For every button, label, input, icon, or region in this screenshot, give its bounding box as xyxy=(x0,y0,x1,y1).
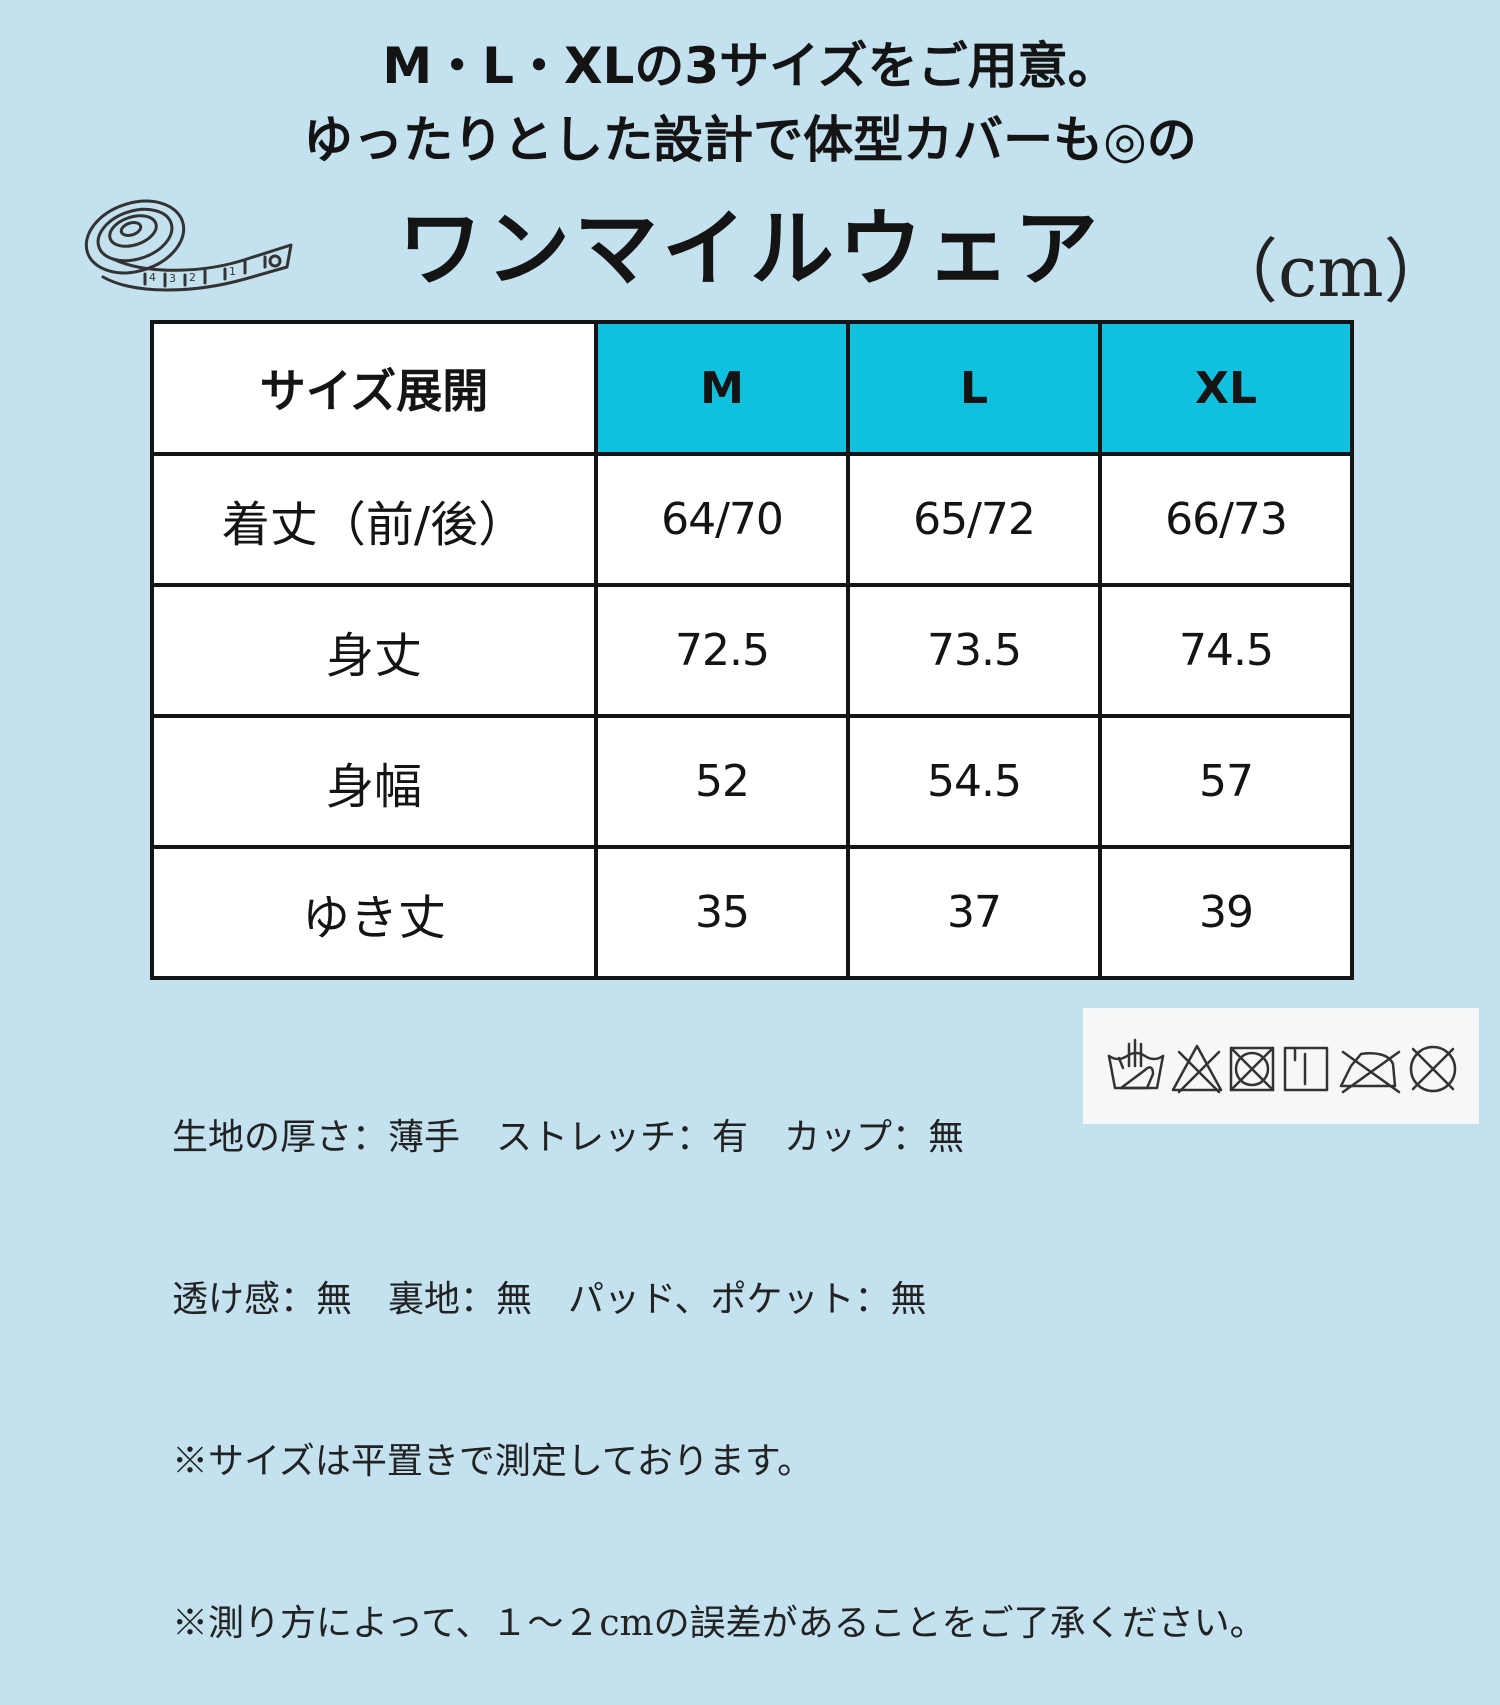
no-dry-clean-icon xyxy=(1409,1045,1457,1093)
svg-text:1: 1 xyxy=(229,265,236,278)
table-cell: 72.5 xyxy=(594,583,850,718)
size-range-label: サイズ展開 xyxy=(150,320,598,456)
row-label-length: 着丈（前/後） xyxy=(150,452,598,587)
table-cell: 39 xyxy=(1098,845,1354,980)
table-cell: 37 xyxy=(846,845,1102,980)
no-tumble-dry-icon xyxy=(1229,1046,1275,1092)
table-row: 着丈（前/後） 64/70 65/72 66/73 xyxy=(150,452,1354,587)
table-cell: 74.5 xyxy=(1098,583,1354,718)
headline-line-2: ゆったりとした設計で体型カバーも◎の xyxy=(303,111,1197,169)
table-cell: 54.5 xyxy=(846,714,1102,849)
note-line: 生地の厚さ：薄手 ストレッチ：有 カップ：無 xyxy=(172,1117,965,1158)
hand-wash-icon xyxy=(1107,1038,1165,1090)
table-cell: 65/72 xyxy=(846,452,1102,587)
table-row: 身幅 52 54.5 57 xyxy=(150,714,1354,849)
care-symbols xyxy=(1083,1008,1479,1124)
table-cell: 64/70 xyxy=(594,452,850,587)
headline-line-1: M・L・XLの3サイズをご用意。 xyxy=(382,37,1118,95)
unit-label: （cm） xyxy=(1208,231,1454,313)
no-bleach-icon xyxy=(1171,1044,1223,1094)
no-iron-icon xyxy=(1339,1050,1401,1094)
table-row: 身丈 72.5 73.5 74.5 xyxy=(150,583,1354,718)
product-title: ワンマイルウェア xyxy=(397,200,1102,298)
note-line: ※測り方によって、１～２cmの誤差があることをご了承ください。 xyxy=(172,1603,1266,1644)
table-cell: 35 xyxy=(594,845,850,980)
svg-text:2: 2 xyxy=(189,271,196,284)
note-line: ※サイズは平置きで測定しております。 xyxy=(172,1441,814,1482)
size-chart-table: サイズ展開 M L XL 着丈（前/後） 64/70 65/72 66/73 身… xyxy=(150,320,1354,980)
note-line: 透け感：無 裏地：無 パッド、ポケット：無 xyxy=(172,1279,927,1320)
table-cell: 57 xyxy=(1098,714,1354,849)
table-cell: 73.5 xyxy=(846,583,1102,718)
table-row: ゆき丈 35 37 39 xyxy=(150,845,1354,980)
table-header-row: サイズ展開 M L XL xyxy=(150,320,1354,456)
line-dry-icon xyxy=(1283,1046,1329,1092)
size-header-xl: XL xyxy=(1098,320,1354,456)
table-cell: 66/73 xyxy=(1098,452,1354,587)
size-header-m: M xyxy=(594,320,850,456)
table-cell: 52 xyxy=(594,714,850,849)
svg-text:4: 4 xyxy=(149,271,156,284)
svg-text:3: 3 xyxy=(169,272,176,285)
row-label-width: 身幅 xyxy=(150,714,598,849)
row-label-body-length: 身丈 xyxy=(150,583,598,718)
size-header-l: L xyxy=(846,320,1102,456)
row-label-sleeve: ゆき丈 xyxy=(150,845,598,980)
